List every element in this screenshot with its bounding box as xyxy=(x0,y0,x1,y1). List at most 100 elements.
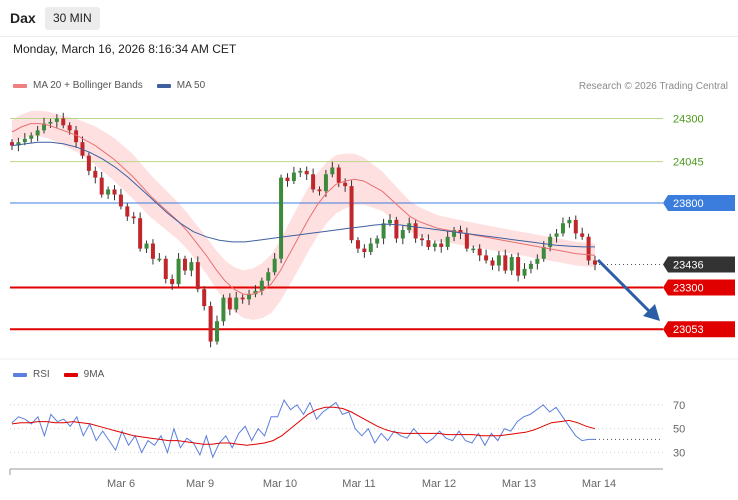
level-label-23300: 23300 xyxy=(673,282,704,294)
candle xyxy=(426,240,431,247)
x-tick-label: Mar 12 xyxy=(422,478,456,490)
candle xyxy=(99,177,104,195)
candle xyxy=(112,189,117,195)
x-tick-label: Mar 9 xyxy=(186,478,214,490)
legend-rsi-label: RSI xyxy=(33,369,50,380)
candle xyxy=(48,121,53,124)
candle xyxy=(157,258,162,261)
candle xyxy=(182,258,187,271)
level-label-23053: 23053 xyxy=(673,324,704,336)
candle xyxy=(548,236,553,247)
candle xyxy=(420,238,425,241)
ma50-line xyxy=(11,141,595,248)
candle xyxy=(509,257,514,271)
candle xyxy=(516,257,521,276)
candle xyxy=(394,219,399,239)
rsi-swatch xyxy=(13,372,27,377)
candle xyxy=(407,223,412,231)
ma20-line xyxy=(11,123,596,295)
candle xyxy=(54,118,59,122)
candle xyxy=(240,297,245,300)
candle xyxy=(298,170,303,173)
forecast-arrow-head xyxy=(643,304,660,321)
candle xyxy=(259,280,264,291)
level-label-24300: 24300 xyxy=(673,114,704,126)
candle xyxy=(279,177,284,259)
candle xyxy=(541,246,546,259)
candle xyxy=(330,167,335,175)
timeframe-selector[interactable]: 30 MIN xyxy=(45,7,100,30)
candle xyxy=(554,233,559,237)
candle xyxy=(215,321,220,342)
candle xyxy=(522,268,527,276)
symbol-title: Dax xyxy=(10,10,36,26)
candle xyxy=(535,258,540,264)
rsi-ma-swatch xyxy=(63,372,78,377)
candle xyxy=(247,294,252,300)
candle xyxy=(163,258,168,280)
x-tick-label: Mar 14 xyxy=(582,478,616,490)
candle xyxy=(86,155,91,171)
ma20-swatch xyxy=(13,83,27,88)
candle xyxy=(74,130,79,143)
candle xyxy=(528,263,533,269)
candle xyxy=(42,123,47,131)
rsi-tick-70: 70 xyxy=(673,400,685,412)
candle xyxy=(586,236,591,261)
candle xyxy=(452,230,457,237)
candle xyxy=(291,172,296,182)
candle xyxy=(10,142,14,146)
legend-ma50-label: MA 50 xyxy=(176,80,206,91)
candle xyxy=(176,258,181,285)
candle xyxy=(458,230,463,234)
candle xyxy=(125,206,130,217)
candle xyxy=(400,230,405,239)
candle xyxy=(29,135,34,139)
rsi-legend: RSI 9MA xyxy=(13,369,104,380)
candle xyxy=(304,170,309,175)
candle xyxy=(138,218,143,249)
candle xyxy=(253,290,258,295)
level-tag-23300 xyxy=(663,279,735,296)
candle xyxy=(208,306,213,342)
candle xyxy=(573,219,578,234)
x-tick-label: Mar 11 xyxy=(342,478,375,490)
candle xyxy=(227,297,232,310)
candle xyxy=(336,167,341,183)
candle xyxy=(368,243,373,252)
candle xyxy=(445,236,450,247)
candle xyxy=(311,174,316,190)
x-tick-label: Mar 10 xyxy=(263,478,297,490)
candle xyxy=(349,186,354,241)
candle xyxy=(144,243,149,249)
legend-9ma-label: 9MA xyxy=(83,369,105,380)
candle xyxy=(464,233,469,249)
candle xyxy=(593,260,597,265)
candle xyxy=(496,255,501,266)
timestamp: Monday, March 16, 2026 8:16:34 AM CET xyxy=(13,42,237,56)
level-tag-23436 xyxy=(663,256,735,273)
candle xyxy=(61,118,66,126)
x-tick-label: Mar 6 xyxy=(107,478,135,490)
candle xyxy=(93,170,98,178)
candle xyxy=(195,262,200,290)
candle xyxy=(490,260,495,266)
candle xyxy=(106,189,111,195)
candle xyxy=(170,279,175,285)
bollinger-band xyxy=(12,110,595,320)
candle xyxy=(16,142,21,146)
candle xyxy=(35,130,40,136)
candle xyxy=(580,233,585,237)
rsi-line xyxy=(11,399,595,459)
candle xyxy=(503,255,508,271)
candle xyxy=(375,238,380,244)
candle xyxy=(317,189,322,192)
candle xyxy=(272,258,277,273)
candle xyxy=(560,223,565,234)
x-tick-label: Mar 13 xyxy=(502,478,536,490)
candle xyxy=(266,272,271,281)
rsi-tick-50: 50 xyxy=(673,424,685,436)
candle xyxy=(343,182,348,187)
candle xyxy=(285,177,290,182)
